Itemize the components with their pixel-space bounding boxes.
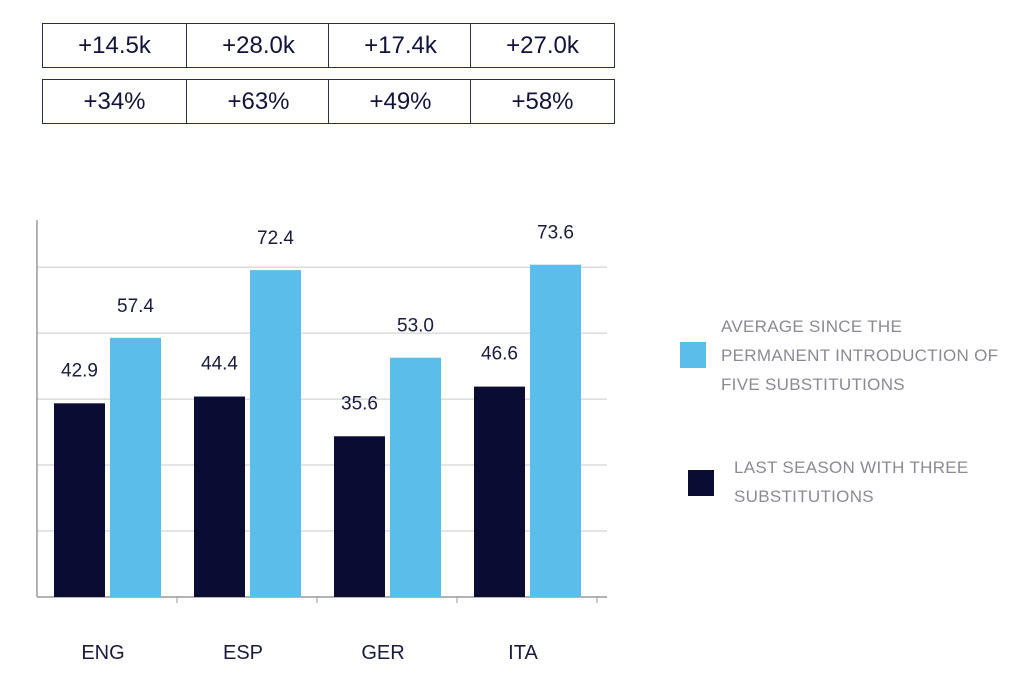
- legend-label-three-subs: LAST SEASON WITH THREE SUBSTITUTIONS: [734, 458, 969, 506]
- stat-box-pct-eng: +34%: [42, 79, 187, 124]
- bar-five-subs-eng: [110, 337, 161, 597]
- stat-value: +63%: [227, 87, 290, 115]
- stat-value: +34%: [83, 87, 146, 115]
- bar-three-subs-ita: [474, 386, 525, 597]
- data-label: 42.9: [61, 360, 98, 381]
- legend-swatch-three-subs: [688, 470, 714, 496]
- bar-three-subs-esp: [194, 396, 245, 597]
- bar-five-subs-ger: [390, 357, 441, 597]
- stat-box-pct-esp: +63%: [186, 79, 331, 124]
- x-tick-label: ITA: [508, 642, 538, 664]
- legend-swatch-five-subs: [680, 342, 706, 368]
- stat-box-pct-ita: +58%: [470, 79, 615, 124]
- bar-three-subs-eng: [54, 403, 105, 597]
- data-label: 72.4: [257, 228, 294, 249]
- data-label: 46.6: [481, 344, 518, 365]
- data-label: 53.0: [397, 316, 434, 337]
- stat-value: +49%: [369, 87, 432, 115]
- stat-value: +28.0k: [222, 31, 295, 59]
- bar-five-subs-ita: [530, 264, 581, 597]
- stat-box-pct-ger: +49%: [328, 79, 473, 124]
- x-tick-label: ENG: [81, 642, 124, 664]
- stat-box-abs-eng: +14.5k: [42, 23, 187, 68]
- stat-value: +14.5k: [78, 31, 151, 59]
- stat-box-abs-ita: +27.0k: [470, 23, 615, 68]
- legend-label-five-subs: AVERAGE SINCE THE PERMANENT INTRODUCTION…: [721, 317, 999, 394]
- data-label: 57.4: [117, 296, 154, 317]
- stat-value: +17.4k: [364, 31, 437, 59]
- stat-value: +27.0k: [506, 31, 579, 59]
- bar-chart: 42.9 57.4 ENG 44.4 72.4 ESP 35.6 53.0 GER 46.6 73.…: [36, 220, 607, 664]
- stat-box-abs-esp: +28.0k: [186, 23, 331, 68]
- x-tick-label: GER: [361, 642, 404, 664]
- stat-box-abs-ger: +17.4k: [328, 23, 473, 68]
- bar-five-subs-esp: [250, 270, 301, 597]
- data-label: 73.6: [537, 223, 574, 244]
- data-label: 35.6: [341, 393, 378, 414]
- bar-three-subs-ger: [334, 436, 385, 597]
- x-tick-label: ESP: [223, 642, 263, 664]
- data-label: 44.4: [201, 354, 238, 375]
- stat-value: +58%: [511, 87, 574, 115]
